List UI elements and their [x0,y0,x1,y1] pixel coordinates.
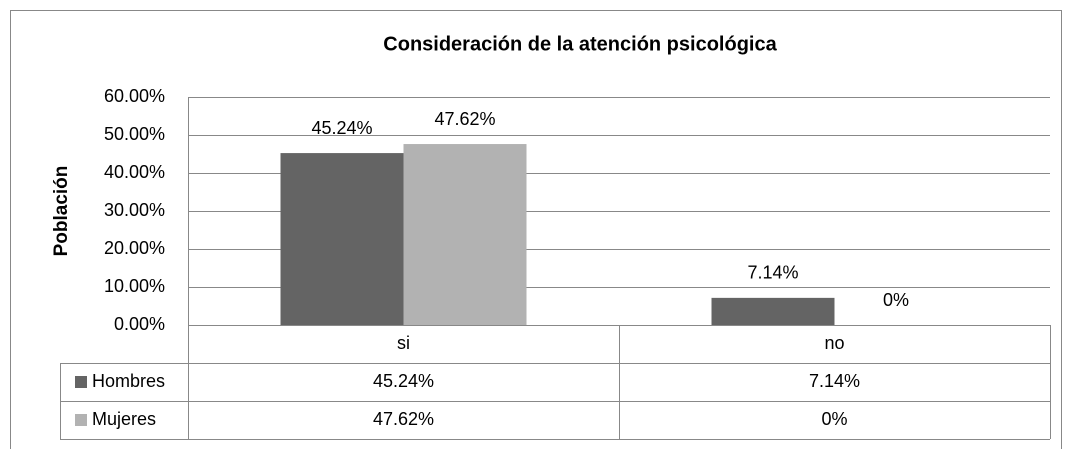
y-tick-label: 10.00% [104,276,165,296]
table-cell: 45.24% [373,371,434,391]
value-label: 7.14% [747,263,798,283]
chart-border [10,10,1062,449]
y-tick-label: 0.00% [114,314,165,334]
y-tick-label: 60.00% [104,86,165,106]
value-label: 47.62% [434,109,495,129]
y-tick-label: 30.00% [104,200,165,220]
chart-title: Consideración de la atención psicológica [383,33,777,55]
bar [403,144,527,325]
bar [711,297,835,325]
y-axis-label: Población [51,166,72,257]
value-label: 0% [883,290,909,310]
legend-label: Hombres [92,371,165,391]
table-cell: 7.14% [809,371,860,391]
table-cell: 0% [821,409,847,429]
value-label: 45.24% [311,118,372,138]
x-tick-label: si [397,333,410,353]
legend-swatch [75,376,87,388]
y-tick-label: 40.00% [104,162,165,182]
y-tick-label: 20.00% [104,238,165,258]
legend-swatch [75,414,87,426]
bar [280,153,404,325]
table-cell: 47.62% [373,409,434,429]
x-tick-label: no [824,333,844,353]
legend-label: Mujeres [92,409,156,429]
y-tick-label: 50.00% [104,124,165,144]
